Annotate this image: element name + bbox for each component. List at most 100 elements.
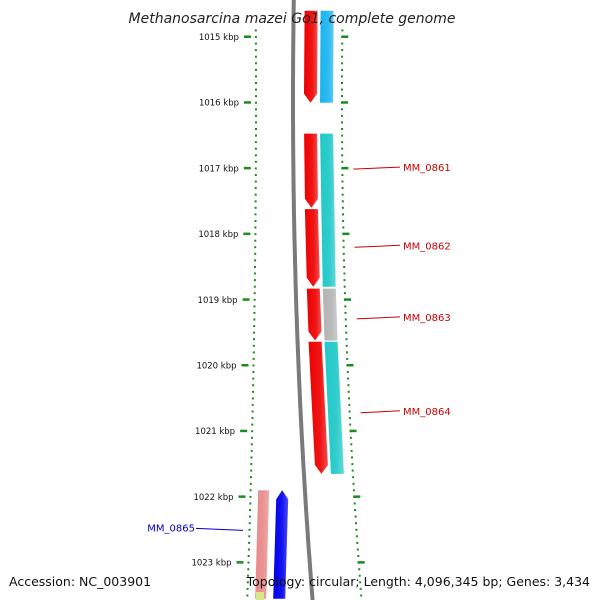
minor-tick	[342, 220, 345, 222]
kbp-tick-label: 1016 kbp	[199, 99, 239, 109]
kbp-tick-label: 1015 kbp	[199, 33, 239, 43]
minor-tick	[356, 548, 359, 551]
major-tick-right	[341, 101, 348, 104]
gene-feature-outer-red	[306, 288, 322, 341]
minor-tick	[353, 502, 356, 505]
major-tick-right	[344, 298, 352, 301]
major-tick-right	[357, 561, 365, 564]
minor-tick	[255, 108, 257, 111]
minor-tick	[343, 259, 345, 262]
minor-tick	[341, 121, 343, 124]
minor-tick	[342, 239, 345, 242]
minor-tick	[252, 371, 255, 374]
minor-tick	[348, 417, 351, 420]
minor-tick	[346, 371, 349, 374]
gene-feature-outer-cyan	[324, 341, 344, 474]
gene-leader-line	[354, 244, 401, 248]
gene-label: MM_0862	[403, 241, 451, 252]
gene-feature-outer-cyan	[322, 288, 338, 341]
minor-tick	[347, 384, 350, 387]
minor-tick	[344, 305, 347, 308]
minor-tick	[253, 305, 256, 308]
minor-tick	[250, 476, 252, 479]
minor-tick	[255, 88, 257, 91]
major-tick-left	[242, 298, 250, 301]
minor-tick	[348, 403, 351, 406]
minor-tick	[341, 180, 344, 183]
minor-tick	[341, 193, 344, 196]
major-tick-right	[353, 495, 361, 498]
minor-tick	[251, 423, 254, 426]
gene-feature-outer-red	[304, 10, 318, 103]
accession-text: Accession: NC_003901	[9, 574, 151, 589]
minor-tick	[341, 108, 343, 111]
gene-feature-inner-blue	[273, 490, 289, 599]
minor-tick	[358, 574, 361, 577]
minor-tick	[341, 62, 344, 65]
minor-tick	[252, 351, 255, 354]
minor-tick	[248, 535, 251, 538]
minor-tick	[254, 167, 257, 170]
major-tick-left	[241, 364, 249, 367]
minor-tick	[255, 95, 257, 98]
minor-tick	[343, 285, 346, 288]
minor-tick	[252, 357, 255, 360]
minor-tick	[254, 55, 257, 58]
minor-tick	[255, 62, 257, 65]
minor-tick	[355, 522, 357, 525]
minor-tick	[254, 213, 257, 216]
minor-tick	[341, 187, 344, 190]
minor-tick	[345, 331, 348, 334]
genome-summary-text: Topology: circular; Length: 4,096,345 bp…	[246, 574, 590, 589]
kbp-tick-label: 1023 kbp	[191, 559, 231, 569]
minor-tick	[254, 200, 257, 203]
minor-tick	[255, 121, 257, 124]
minor-tick	[255, 128, 257, 130]
minor-tick	[254, 187, 257, 190]
minor-tick	[254, 160, 257, 163]
minor-tick	[349, 423, 352, 426]
minor-tick	[253, 292, 256, 295]
minor-tick	[250, 469, 253, 472]
major-tick-left	[243, 35, 251, 38]
gene-feature-outer-cyan	[320, 10, 334, 103]
kbp-tick-label: 1021 kbp	[195, 427, 235, 437]
map-title: Methanosarcina mazei Go1, complete genom…	[129, 11, 456, 27]
minor-tick	[346, 357, 349, 360]
minor-tick	[347, 390, 350, 393]
minor-tick	[341, 134, 344, 137]
minor-tick	[254, 180, 257, 183]
major-tick-left	[238, 495, 246, 498]
gene-label: MM_0863	[403, 313, 451, 324]
minor-tick	[246, 587, 249, 590]
minor-tick	[251, 410, 254, 413]
minor-tick	[252, 384, 255, 387]
minor-tick	[355, 535, 358, 538]
minor-tick	[254, 49, 257, 52]
minor-tick	[254, 266, 256, 268]
minor-tick	[252, 377, 255, 380]
major-tick-right	[346, 364, 354, 367]
minor-tick	[359, 587, 362, 590]
minor-tick	[341, 174, 344, 176]
minor-tick	[341, 42, 344, 45]
minor-tick	[249, 509, 252, 511]
minor-tick	[253, 338, 255, 341]
gene-leader-line	[356, 316, 401, 320]
minor-tick	[254, 174, 257, 176]
minor-tick	[254, 252, 257, 255]
minor-tick	[341, 147, 344, 150]
gene-leader-line	[353, 166, 401, 170]
major-tick-left	[243, 232, 251, 236]
minor-tick	[246, 594, 249, 597]
minor-tick	[253, 325, 256, 328]
minor-tick	[249, 482, 252, 485]
major-tick-left	[240, 429, 248, 433]
minor-tick-marks	[246, 29, 363, 597]
minor-tick	[250, 449, 253, 452]
minor-tick	[254, 29, 257, 32]
kbp-tick-label: 1020 kbp	[196, 362, 236, 372]
minor-tick	[251, 430, 254, 433]
minor-tick	[341, 88, 343, 91]
gene-feature-outer-red	[304, 209, 320, 287]
